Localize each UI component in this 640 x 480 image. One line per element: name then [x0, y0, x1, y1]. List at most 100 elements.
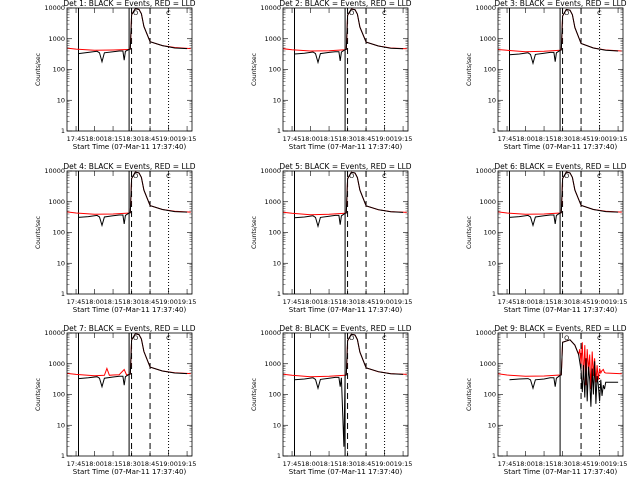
- y-tick-label: 10: [57, 259, 65, 267]
- x-tick-label: 19:00: [159, 298, 178, 306]
- x-tick-label: 18:00: [516, 298, 535, 306]
- x-axis-label: Start Time (07-Mar-11 17:37:40): [289, 306, 403, 314]
- x-axis-label: Start Time (07-Mar-11 17:37:40): [289, 468, 403, 476]
- y-axis-label: Counts/sec: [35, 53, 42, 86]
- series-lld: [283, 171, 407, 216]
- series-lld: [498, 339, 622, 390]
- x-tick-label: 19:00: [375, 298, 394, 306]
- panel-det-6: Det 6: BLACK = Events, RED = LLD 1 10 100 10…: [466, 162, 627, 314]
- series-lld: [283, 8, 407, 52]
- x-tick-label: 18:15: [320, 135, 339, 143]
- y-tick-label: 10000: [475, 4, 496, 12]
- x-axis-label: Start Time (07-Mar-11 17:37:40): [73, 306, 187, 314]
- x-tick-label: 18:45: [572, 135, 591, 143]
- annotation-marker: C: [382, 334, 387, 342]
- x-tick-label: 18:15: [320, 298, 339, 306]
- y-tick-label: 10000: [44, 329, 65, 337]
- y-axis-label: Counts/sec: [251, 53, 258, 86]
- panel-title: Det 5: BLACK = Events, RED = LLD: [279, 162, 411, 171]
- annotation-marker: C: [166, 172, 171, 180]
- x-tick-label: 18:45: [141, 298, 160, 306]
- y-tick-label: 100: [269, 229, 281, 237]
- x-tick-label: 18:15: [104, 135, 123, 143]
- plot-frame: [66, 332, 193, 457]
- y-tick-label: 1000: [48, 35, 65, 43]
- panel-det-3: Det 3: BLACK = Events, RED = LLD 1 10 100 10…: [466, 0, 627, 151]
- x-tick-label: 19:15: [394, 135, 413, 143]
- x-tick-label: 17:45: [498, 135, 517, 143]
- x-tick-label: 18:15: [535, 298, 554, 306]
- y-axis-label: Counts/sec: [251, 378, 258, 411]
- y-tick-label: 1: [492, 127, 496, 135]
- x-tick-label: 18:30: [338, 460, 357, 468]
- x-tick-label: 18:00: [516, 135, 535, 143]
- x-axis-label: Start Time (07-Mar-11 17:37:40): [289, 143, 403, 151]
- x-tick-label: 17:45: [498, 460, 517, 468]
- x-tick-label: 18:30: [122, 298, 141, 306]
- y-tick-label: 100: [269, 391, 281, 399]
- series-events: [509, 339, 619, 407]
- x-tick-label: 19:00: [375, 135, 394, 143]
- y-tick-label: 10: [488, 259, 496, 267]
- x-tick-label: 19:15: [178, 135, 197, 143]
- y-tick-label: 1: [492, 290, 496, 298]
- panel-det-1: Det 1: BLACK = Events, RED = LLD 1 10 100 10…: [35, 0, 196, 151]
- x-tick-label: 18:15: [104, 298, 123, 306]
- series-events: [509, 171, 619, 228]
- x-tick-label: 17:45: [283, 298, 302, 306]
- annotation-marker: C: [166, 334, 171, 342]
- y-tick-label: 10: [273, 421, 281, 429]
- y-tick-label: 1: [277, 127, 281, 135]
- series-lld: [498, 171, 622, 215]
- x-tick-label: 19:00: [375, 460, 394, 468]
- x-tick-label: 17:45: [283, 460, 302, 468]
- x-tick-label: 18:45: [572, 460, 591, 468]
- series-events: [78, 171, 188, 228]
- series-lld: [283, 333, 407, 378]
- panel-title: Det 6: BLACK = Events, RED = LLD: [494, 162, 626, 171]
- x-tick-label: 18:30: [553, 135, 572, 143]
- y-tick-label: 100: [53, 66, 65, 74]
- x-axis-label: Start Time (07-Mar-11 17:37:40): [504, 468, 618, 476]
- x-tick-label: 17:45: [67, 298, 86, 306]
- series-events: [294, 8, 404, 65]
- x-tick-label: 18:00: [85, 135, 104, 143]
- series-lld: [67, 171, 191, 215]
- annotation-marker: O: [564, 9, 569, 17]
- x-tick-label: 18:30: [553, 298, 572, 306]
- plot-frame: [282, 170, 409, 295]
- x-tick-label: 17:45: [67, 460, 86, 468]
- y-tick-label: 10000: [44, 4, 65, 12]
- x-tick-label: 18:30: [338, 298, 357, 306]
- x-axis-label: Start Time (07-Mar-11 17:37:40): [73, 468, 187, 476]
- series-events: [78, 333, 188, 389]
- x-tick-label: 18:30: [122, 460, 141, 468]
- annotation-marker: O: [349, 334, 354, 342]
- y-axis-label: Counts/sec: [466, 216, 473, 249]
- plot-frame: [66, 7, 193, 132]
- y-tick-label: 10: [488, 96, 496, 104]
- y-axis-label: Counts/sec: [466, 53, 473, 86]
- plot-frame: [497, 170, 624, 295]
- annotation-marker: C: [597, 334, 602, 342]
- x-tick-label: 19:00: [590, 460, 609, 468]
- panel-title: Det 1: BLACK = Events, RED = LLD: [63, 0, 195, 8]
- x-axis-label: Start Time (07-Mar-11 17:37:40): [504, 306, 618, 314]
- y-tick-label: 1: [492, 452, 496, 460]
- plot-frame: [282, 332, 409, 457]
- series-events: [294, 171, 404, 229]
- y-tick-label: 100: [269, 66, 281, 74]
- x-tick-label: 19:00: [590, 298, 609, 306]
- x-tick-label: 18:45: [141, 460, 160, 468]
- x-tick-label: 18:30: [338, 135, 357, 143]
- series-lld: [67, 8, 191, 51]
- panel-title: Det 4: BLACK = Events, RED = LLD: [63, 162, 195, 171]
- plot-frame: [497, 7, 624, 132]
- y-tick-label: 10000: [475, 167, 496, 175]
- x-tick-label: 18:45: [572, 298, 591, 306]
- annotation-marker: O: [133, 172, 138, 180]
- y-axis-label: Counts/sec: [251, 216, 258, 249]
- y-tick-label: 1000: [264, 360, 281, 368]
- x-tick-label: 18:45: [357, 135, 376, 143]
- series-lld: [67, 333, 191, 377]
